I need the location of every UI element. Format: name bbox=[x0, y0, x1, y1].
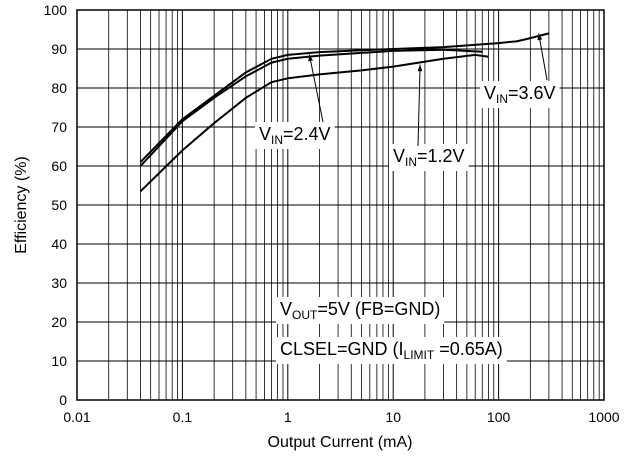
label-background bbox=[389, 144, 469, 171]
series-line-2 bbox=[139, 53, 489, 193]
y-tick-label: 20 bbox=[51, 314, 67, 330]
y-tick-label: 100 bbox=[44, 2, 68, 18]
y-tick-labels: 0 10 20 30 40 50 60 70 80 90 100 bbox=[44, 2, 68, 408]
x-tick-label: 10 bbox=[385, 409, 401, 425]
series-label-vin-2-4v: VIN=2.4V bbox=[259, 124, 331, 147]
leader-lines bbox=[308, 33, 548, 147]
y-tick-label: 30 bbox=[51, 275, 67, 291]
leader-arrowhead-1 bbox=[308, 54, 313, 62]
series-label-vin-1-2v: VIN=1.2V bbox=[393, 146, 465, 169]
x-tick-label: 100 bbox=[487, 409, 511, 425]
y-tick-label: 70 bbox=[51, 119, 67, 135]
x-axis-title: Output Current (mA) bbox=[268, 434, 413, 451]
leader-arrowhead-0 bbox=[537, 33, 543, 41]
x-tick-label: 0.1 bbox=[173, 409, 193, 425]
y-tick-label: 40 bbox=[51, 236, 67, 252]
label-backgrounds bbox=[255, 81, 560, 364]
series-label-vin-3-6v: VIN=3.6V bbox=[484, 83, 556, 106]
series-line-0 bbox=[139, 32, 550, 163]
x-tick-labels: 0.01 0.1 1 10 100 1000 bbox=[63, 409, 619, 425]
label-background bbox=[255, 122, 335, 149]
y-tick-label: 0 bbox=[59, 392, 67, 408]
series-group bbox=[139, 32, 550, 193]
label-background bbox=[276, 337, 507, 364]
series-line-1 bbox=[139, 48, 483, 167]
leader-line-1 bbox=[308, 54, 324, 123]
x-tick-label: 1 bbox=[284, 409, 292, 425]
leader-line-2 bbox=[417, 64, 421, 147]
label-background bbox=[276, 297, 445, 324]
y-tick-label: 80 bbox=[51, 80, 67, 96]
x-tick-label: 0.01 bbox=[63, 409, 90, 425]
leader-line-0 bbox=[538, 33, 548, 81]
y-tick-label: 90 bbox=[51, 41, 67, 57]
annotation-clsel: CLSEL=GND (ILIMIT =0.65A) bbox=[280, 339, 503, 362]
y-tick-label: 50 bbox=[51, 197, 67, 213]
y-tick-label: 60 bbox=[51, 158, 67, 174]
x-tick-label: 1000 bbox=[588, 409, 619, 425]
plot-frame bbox=[76, 9, 605, 401]
annotation-vout: VOUT=5V (FB=GND) bbox=[280, 299, 440, 322]
y-tick-label: 10 bbox=[51, 353, 67, 369]
leader-arrowhead-2 bbox=[417, 64, 423, 72]
label-background bbox=[480, 81, 560, 108]
y-axis-title: Efficiency (%) bbox=[13, 156, 30, 254]
